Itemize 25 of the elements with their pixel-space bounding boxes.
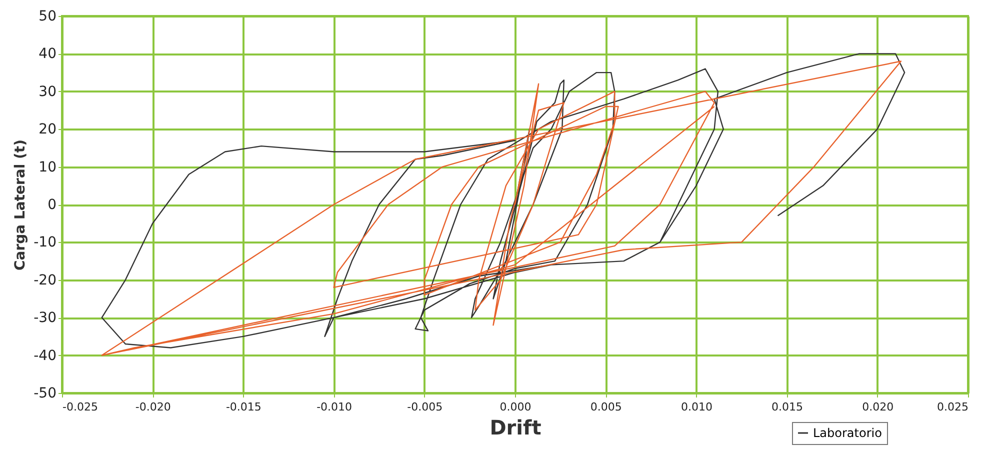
x-axis-title: Drift bbox=[490, 416, 542, 440]
x-tick-label: 0.025 bbox=[937, 400, 968, 414]
y-tick-label: 50 bbox=[38, 8, 56, 24]
y-tick-label: -40 bbox=[34, 348, 56, 364]
y-tick-label: -30 bbox=[34, 310, 56, 326]
x-tick-label: -0.020 bbox=[135, 400, 171, 414]
y-tick-label: 30 bbox=[38, 84, 56, 100]
x-tick-label: -0.005 bbox=[407, 400, 443, 414]
x-tick-label: -0.025 bbox=[62, 400, 98, 414]
y-tick-label: -10 bbox=[34, 234, 56, 251]
x-tick-label: 0.000 bbox=[500, 400, 532, 414]
x-tick-label: 0.010 bbox=[680, 400, 712, 414]
x-tick-label: 0.015 bbox=[772, 400, 804, 414]
y-tick-label: -50 bbox=[34, 386, 56, 402]
x-tick-label: -0.010 bbox=[316, 400, 352, 414]
y-tick-label: 10 bbox=[38, 159, 56, 176]
x-tick-label: 0.005 bbox=[590, 400, 622, 414]
y-tick-label: -20 bbox=[34, 272, 56, 288]
y-axis-title: Carga Lateral (t) bbox=[12, 139, 29, 271]
x-tick-label: 0.020 bbox=[862, 400, 894, 414]
y-tick-label: 0 bbox=[48, 197, 56, 213]
y-tick-label: 20 bbox=[38, 122, 56, 138]
y-tick-label: 40 bbox=[38, 46, 56, 62]
x-tick-label: -0.015 bbox=[226, 400, 262, 414]
legend-label: Laboratorio bbox=[813, 426, 882, 440]
